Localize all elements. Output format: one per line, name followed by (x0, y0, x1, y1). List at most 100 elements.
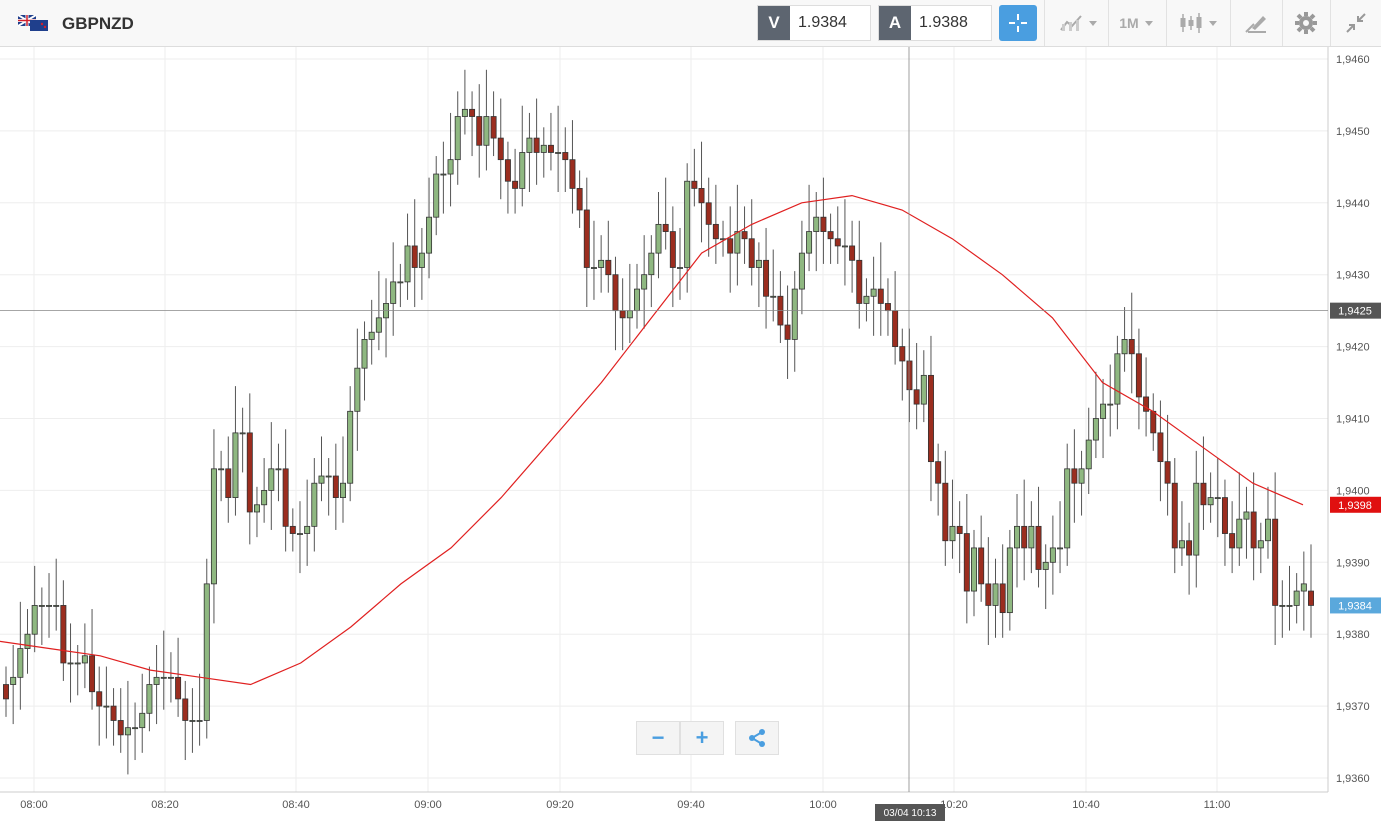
candle-body (590, 267, 597, 269)
candle-body (203, 583, 210, 721)
candle-body (605, 259, 612, 276)
settings-button[interactable] (1288, 5, 1324, 41)
x-tick-label: 10:00 (809, 799, 837, 811)
sell-label: V (758, 6, 790, 40)
candle-body (669, 231, 676, 268)
chevron-down-icon (1089, 20, 1097, 26)
chevron-down-icon (1144, 20, 1153, 26)
candle-body (189, 720, 196, 722)
candle-body (1171, 482, 1178, 549)
candle-body (626, 310, 633, 319)
candle-body (619, 310, 626, 319)
candle-body (124, 727, 131, 736)
candle-body (598, 259, 605, 268)
candle-body (1279, 605, 1286, 607)
candle-body (426, 216, 433, 254)
candle-body (978, 547, 985, 585)
candle-body (1100, 403, 1107, 419)
share-button[interactable] (735, 721, 779, 755)
candle-body (698, 188, 705, 204)
candle-body (798, 252, 805, 290)
candle-body (727, 238, 734, 254)
candle-body (53, 605, 60, 607)
share-icon (749, 729, 765, 747)
candle-body (461, 108, 468, 117)
candle-body (232, 432, 239, 498)
candlestick-type-icon (1180, 13, 1202, 33)
sell-price-button[interactable]: V 1.9384 (757, 5, 871, 41)
candle-body (841, 245, 848, 248)
candle-body (10, 676, 17, 685)
candle-body (827, 231, 834, 240)
x-tick-label: 10:40 (1072, 799, 1100, 811)
candle-body (1200, 482, 1207, 506)
buy-price: 1.9388 (919, 14, 968, 31)
zoom-in-button[interactable]: + (680, 721, 724, 755)
crosshair-button[interactable] (999, 5, 1037, 41)
candle-body (332, 475, 339, 498)
candle-body (167, 676, 174, 679)
y-tick-label: 1,9410 (1336, 414, 1370, 426)
candle-body (1042, 561, 1049, 570)
candle-body (992, 583, 999, 606)
candle-body (24, 633, 31, 649)
candle-body (325, 475, 332, 478)
x-tick-label: 11:00 (1204, 799, 1231, 811)
candle-body (160, 676, 167, 679)
candle-body (74, 662, 81, 665)
candle-body (956, 525, 963, 534)
candle-body (1049, 547, 1056, 563)
candle-body (927, 374, 934, 463)
candle-body (110, 705, 117, 721)
candle-body (390, 281, 397, 304)
candle-body (1107, 403, 1114, 406)
last-price-label: 1,9384 (1338, 600, 1372, 612)
candle-body (1057, 547, 1064, 550)
drawing-tools-icon (1245, 16, 1266, 33)
candle-body (318, 475, 325, 484)
candle-body (418, 252, 425, 268)
candle-body (1135, 353, 1142, 398)
candle-body (153, 676, 160, 685)
candle-body (863, 295, 870, 304)
y-tick-label: 1,9370 (1336, 701, 1370, 713)
chart-type-button[interactable] (1172, 5, 1224, 41)
candle-body (368, 331, 375, 340)
candle-body (1064, 468, 1071, 549)
candle-body (849, 245, 856, 261)
collapse-button[interactable] (1338, 5, 1374, 41)
candle-body (132, 727, 139, 730)
sell-price: 1.9384 (798, 14, 847, 31)
candle-body (963, 533, 970, 592)
buy-price-button[interactable]: A 1.9388 (878, 5, 992, 41)
candle-body (576, 188, 583, 211)
x-tick-label: 09:00 (414, 799, 442, 811)
y-tick-label: 1,9440 (1336, 198, 1370, 210)
candle-body (210, 468, 217, 585)
candle-body (612, 274, 619, 312)
candle-body (899, 346, 906, 362)
drawing-tools-button[interactable] (1236, 5, 1276, 41)
timeframe-label: 1M (1119, 15, 1139, 31)
candle-body (519, 152, 526, 189)
candle-body (562, 152, 569, 161)
indicators-button[interactable] (1052, 5, 1104, 41)
candle-body (1207, 497, 1214, 506)
candle-body (1143, 396, 1150, 412)
candle-body (1164, 461, 1171, 484)
candle-body (1121, 339, 1128, 355)
candle-body (1114, 353, 1121, 405)
price-chart[interactable]: 1,9460 1,9450 1,9440 1,9430 1,9420 1,9410 1,94… (0, 47, 1381, 821)
candle-body (877, 288, 884, 304)
candle-body (289, 525, 296, 534)
candle-body (275, 468, 282, 471)
chart-toolbar: GBPNZD V 1.9384 A 1.9388 1M (0, 0, 1381, 47)
zoom-out-button[interactable]: − (636, 721, 680, 755)
candle-body (182, 698, 189, 721)
candle-body (734, 231, 741, 254)
candle-body (225, 468, 232, 498)
candle-body (949, 525, 956, 542)
candle-body (741, 231, 748, 240)
timeframe-dropdown[interactable]: 1M (1112, 5, 1160, 41)
candle-body (340, 482, 346, 498)
